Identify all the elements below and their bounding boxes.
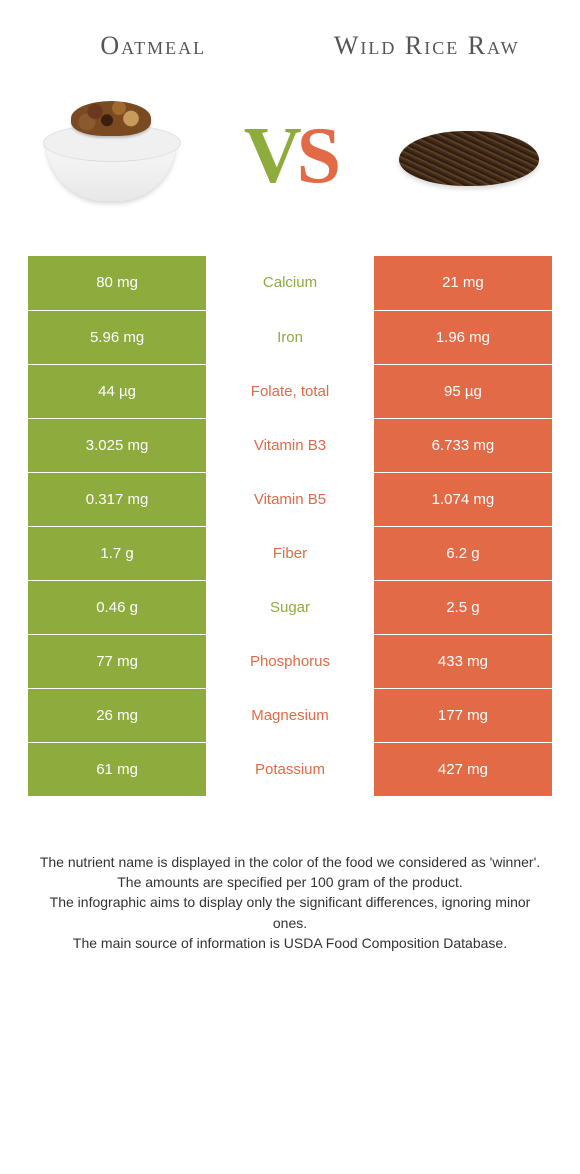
vs-v: V: [244, 112, 297, 200]
right-food-title: Wild Rice Raw: [311, 30, 542, 61]
nutrient-cell: Vitamin B5: [206, 472, 374, 526]
right-value-cell: 21 mg: [374, 256, 552, 310]
footer-line: The infographic aims to display only the…: [38, 892, 542, 933]
right-value-cell: 2.5 g: [374, 580, 552, 634]
table-row: 3.025 mgVitamin B36.733 mg: [28, 418, 552, 472]
left-food-title: Oatmeal: [38, 30, 269, 61]
nutrient-cell: Potassium: [206, 742, 374, 796]
left-value-cell: 1.7 g: [28, 526, 206, 580]
footer-line: The main source of information is USDA F…: [38, 933, 542, 953]
right-food-image: [394, 91, 544, 221]
right-value-cell: 427 mg: [374, 742, 552, 796]
nutrient-cell: Iron: [206, 310, 374, 364]
vs-label: VS: [244, 111, 336, 202]
table-row: 44 µgFolate, total95 µg: [28, 364, 552, 418]
nutrient-cell: Calcium: [206, 256, 374, 310]
left-value-cell: 5.96 mg: [28, 310, 206, 364]
right-value-cell: 95 µg: [374, 364, 552, 418]
nutrient-cell: Vitamin B3: [206, 418, 374, 472]
oatmeal-bowl-icon: [41, 111, 181, 201]
right-value-cell: 6.2 g: [374, 526, 552, 580]
left-value-cell: 0.46 g: [28, 580, 206, 634]
right-value-cell: 1.96 mg: [374, 310, 552, 364]
right-value-cell: 6.733 mg: [374, 418, 552, 472]
nutrient-cell: Folate, total: [206, 364, 374, 418]
right-value-cell: 177 mg: [374, 688, 552, 742]
left-food-image: [36, 91, 186, 221]
images-row: VS: [28, 91, 552, 221]
left-value-cell: 80 mg: [28, 256, 206, 310]
table-row: 0.317 mgVitamin B51.074 mg: [28, 472, 552, 526]
footer-line: The nutrient name is displayed in the co…: [38, 852, 542, 872]
left-value-cell: 77 mg: [28, 634, 206, 688]
header: Oatmeal Wild Rice Raw: [28, 30, 552, 61]
table-row: 5.96 mgIron1.96 mg: [28, 310, 552, 364]
comparison-table: 80 mgCalcium21 mg5.96 mgIron1.96 mg44 µg…: [28, 256, 552, 797]
nutrient-cell: Fiber: [206, 526, 374, 580]
left-value-cell: 44 µg: [28, 364, 206, 418]
wild-rice-pile-icon: [394, 116, 544, 196]
nutrient-cell: Magnesium: [206, 688, 374, 742]
right-value-cell: 1.074 mg: [374, 472, 552, 526]
table-row: 80 mgCalcium21 mg: [28, 256, 552, 310]
table-row: 61 mgPotassium427 mg: [28, 742, 552, 796]
nutrient-cell: Phosphorus: [206, 634, 374, 688]
footer-line: The amounts are specified per 100 gram o…: [38, 872, 542, 892]
vs-s: S: [297, 112, 337, 200]
left-value-cell: 26 mg: [28, 688, 206, 742]
nutrient-cell: Sugar: [206, 580, 374, 634]
right-value-cell: 433 mg: [374, 634, 552, 688]
footer-notes: The nutrient name is displayed in the co…: [28, 852, 552, 953]
table-row: 77 mgPhosphorus433 mg: [28, 634, 552, 688]
table-row: 0.46 gSugar2.5 g: [28, 580, 552, 634]
left-value-cell: 61 mg: [28, 742, 206, 796]
left-value-cell: 3.025 mg: [28, 418, 206, 472]
table-row: 26 mgMagnesium177 mg: [28, 688, 552, 742]
left-value-cell: 0.317 mg: [28, 472, 206, 526]
table-row: 1.7 gFiber6.2 g: [28, 526, 552, 580]
